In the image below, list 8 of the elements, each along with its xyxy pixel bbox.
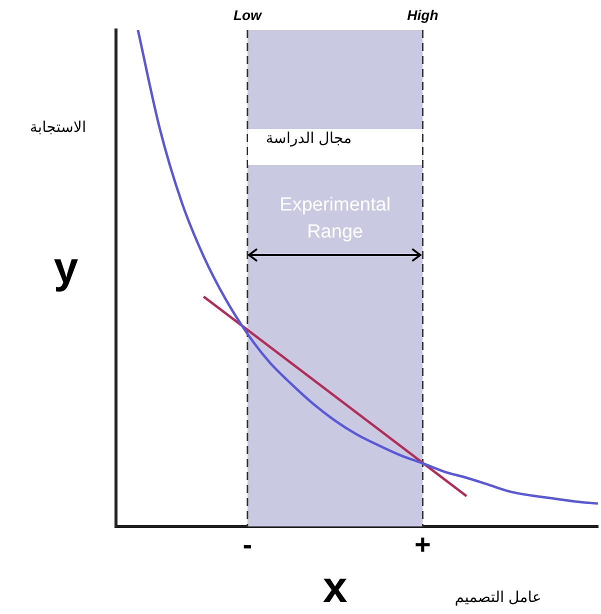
x-tick-label: -	[242, 528, 252, 560]
x-axis-title: x	[322, 563, 348, 612]
text: الاستجابة	[30, 119, 86, 136]
y-axis-title: y	[54, 243, 79, 292]
ref-line-label: Low	[233, 6, 263, 23]
ref-line-label: High	[407, 6, 438, 23]
x-tick-label: +	[414, 528, 431, 560]
text: عامل التصميم	[454, 589, 542, 606]
